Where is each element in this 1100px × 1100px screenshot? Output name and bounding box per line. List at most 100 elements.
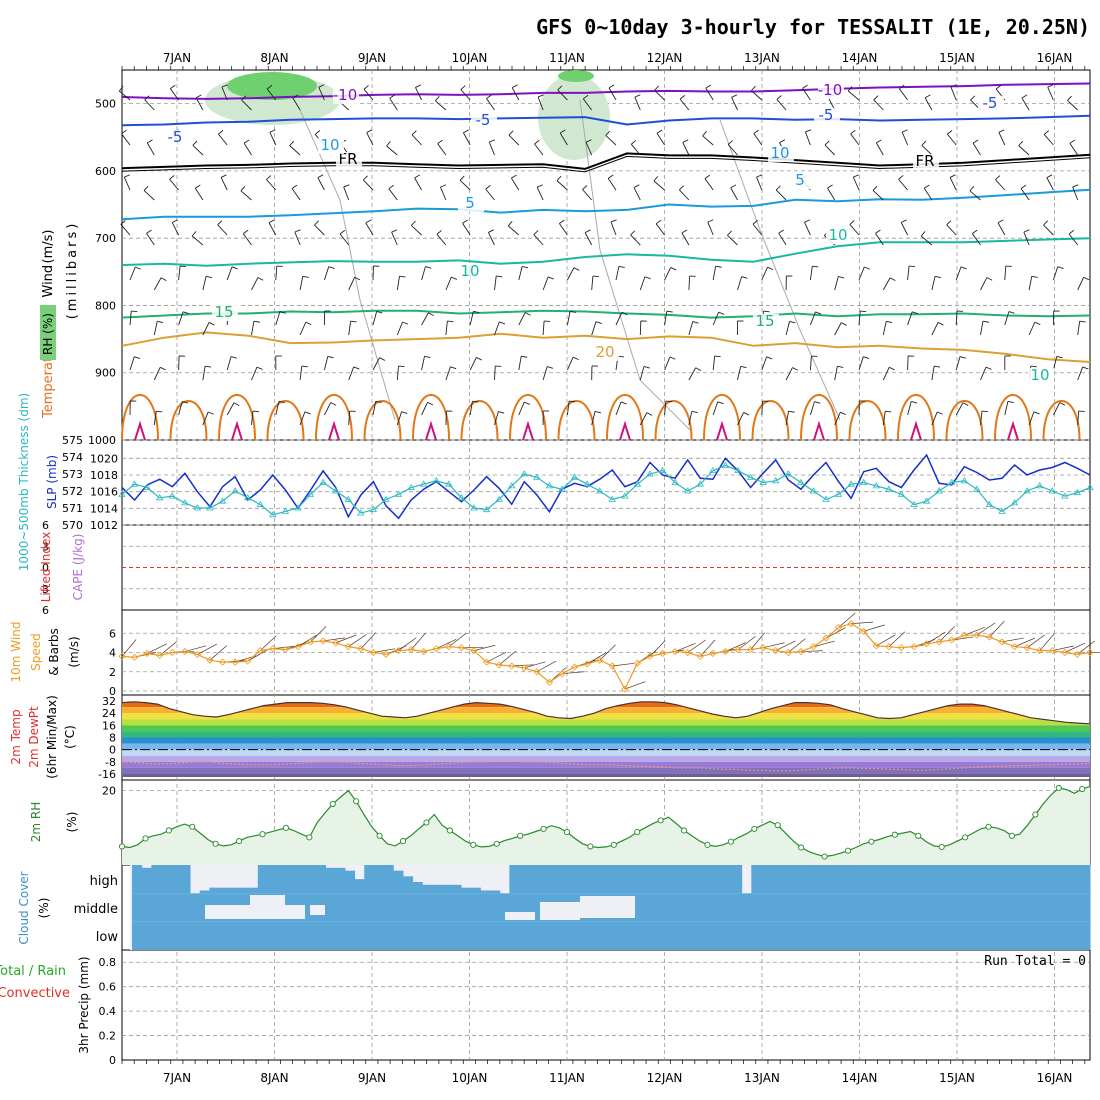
cloud-level-label: low: [96, 930, 119, 945]
pressure-unit: (millibars): [65, 221, 80, 320]
slp-line: [121, 453, 1091, 520]
wind-barb: [1028, 276, 1033, 291]
cloud-bar: [257, 921, 268, 950]
wind-barb-flag: [995, 175, 1001, 180]
wind-barb-flag: [1020, 184, 1027, 189]
cloud-bar: [654, 865, 665, 894]
pressure-tick-label: 1000: [88, 434, 116, 447]
cloud-bar: [344, 893, 356, 922]
cloud-bar: [973, 921, 985, 950]
wind-barb-flag: [644, 276, 651, 280]
cloud-bar: [132, 921, 143, 950]
wind-barb-flag: [717, 401, 724, 405]
wind-barb-flag: [436, 230, 442, 235]
wind-barb-flag: [727, 230, 732, 236]
cloud-bar: [790, 865, 801, 894]
wind-speed-point: [860, 627, 868, 635]
wind-barb: [688, 411, 693, 426]
precip-tick-label: 0.2: [99, 1030, 117, 1043]
wind-barb: [882, 367, 890, 381]
wind-barb: [1026, 634, 1046, 648]
wind-speed-point: [143, 649, 151, 658]
wind-barb: [584, 232, 593, 246]
wind-barb-flag: [827, 184, 833, 189]
thickness-tick-label: 570: [62, 519, 83, 532]
wind-speed-point: [420, 647, 428, 656]
wind-barb: [362, 179, 374, 191]
cloud-bar: [257, 865, 268, 894]
wind-barb-flag: [240, 185, 246, 192]
wind-barb-flag: [524, 312, 531, 316]
thickness-ylabel: 1000~500mb Thickness (dm): [17, 393, 31, 571]
wind-barb-flag: [1034, 321, 1041, 326]
wind-barb: [542, 366, 548, 381]
contour-label-bg: [788, 173, 814, 189]
cloud-gap: [540, 902, 580, 920]
rh-point: [118, 843, 126, 850]
wind-barb-flag: [592, 275, 599, 278]
wind-barb: [834, 412, 841, 426]
cloud-gap: [505, 912, 535, 920]
cloud-bar: [470, 893, 481, 922]
thickness-point: [1048, 487, 1056, 494]
wind-barb-flag: [1079, 320, 1086, 323]
wind-barb: [436, 233, 447, 246]
cloud-bar: [1041, 893, 1052, 922]
cloud-bar: [702, 865, 714, 894]
rh-point: [493, 840, 500, 847]
cloud-bar: [683, 865, 694, 894]
wind-speed-point: [382, 650, 390, 658]
heating-contour: [412, 394, 450, 441]
wind-barb: [639, 366, 645, 381]
wind-speed-point: [219, 658, 227, 666]
wind-barb-flag: [873, 95, 879, 101]
cloud-bar: [1060, 921, 1072, 950]
cloud-bar: [248, 921, 259, 950]
cloud-bar: [819, 865, 830, 894]
cloud-bar: [509, 865, 520, 894]
wind-barb: [487, 232, 495, 246]
cloud-bar: [180, 893, 191, 922]
wind-barb: [391, 232, 398, 246]
cloud-bar: [944, 921, 956, 950]
cloud-bar: [461, 887, 472, 894]
wind-barb: [850, 133, 860, 146]
thickness-point: [193, 504, 202, 511]
wind-barb-flag: [1023, 229, 1030, 233]
wind-barb: [366, 132, 374, 146]
cloud-bar: [431, 921, 443, 950]
wind-barb: [875, 142, 884, 156]
wind-barb-flag: [220, 174, 227, 178]
rh-ylabel-text: RH (%): [41, 313, 55, 355]
wind-barb: [751, 90, 763, 101]
cloud-bar: [354, 893, 365, 922]
wind-barb-flag: [1047, 84, 1054, 88]
wind-barb: [947, 133, 957, 146]
wind-speed-point: [1086, 648, 1094, 657]
wind-barb-flag: [362, 175, 368, 181]
wind-barb: [907, 311, 913, 326]
rh-area-high: [558, 70, 594, 82]
thickness-point: [218, 497, 227, 504]
wind-barb: [396, 321, 403, 336]
contour-label-bg: [212, 305, 238, 321]
wind-barb: [1077, 321, 1081, 336]
date-label-bottom: 11JAN: [549, 1071, 585, 1085]
cloud-bar: [296, 921, 307, 950]
rh-point: [423, 819, 430, 826]
cloud-bar: [848, 865, 859, 894]
temp-tick-label: 24: [102, 707, 116, 720]
heating-contour: [751, 400, 790, 441]
wind-barb-flag: [937, 322, 944, 326]
wind-barb: [129, 311, 132, 326]
wind-speed-point: [822, 634, 830, 642]
cloud-bar: [1031, 921, 1043, 950]
wind-barb-flag: [172, 219, 178, 223]
cloud-bar: [973, 893, 985, 922]
thickness-point: [998, 507, 1006, 514]
wind-barb-flag: [195, 94, 202, 99]
thickness-tick-label: 572: [62, 485, 83, 498]
wind-barb-flag: [218, 129, 224, 135]
wind-speed-point: [432, 645, 440, 653]
wind-barb-flag: [901, 219, 907, 223]
